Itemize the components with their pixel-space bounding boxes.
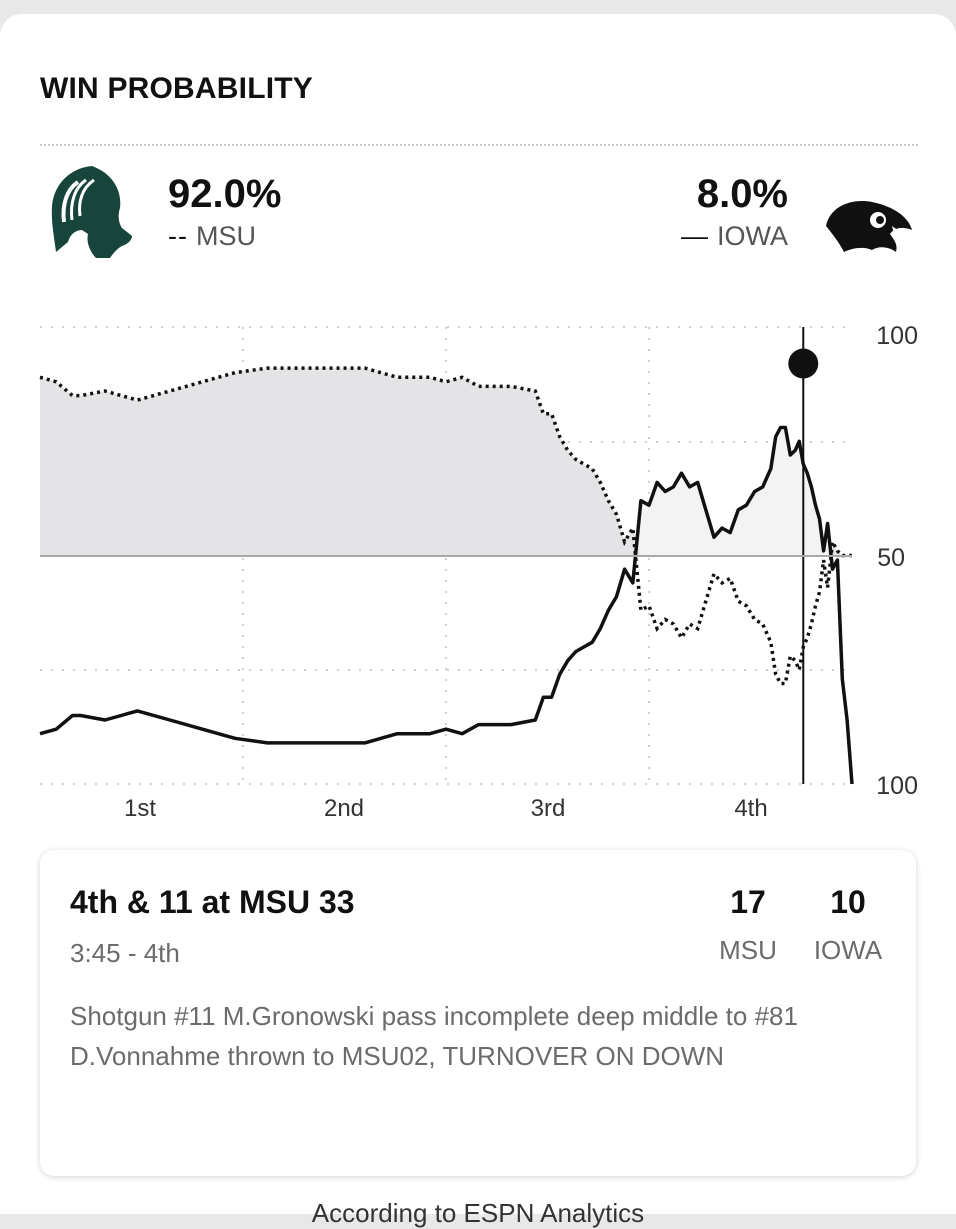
- section-title: WIN PROBABILITY: [40, 72, 313, 105]
- away-score-abbr: IOWA: [813, 935, 883, 965]
- y-tick-label: 100: [876, 772, 918, 800]
- down-and-distance: 4th & 11 at MSU 33: [70, 884, 355, 920]
- home-legend: -- MSU: [168, 221, 281, 252]
- game-clock: 3:45 - 4th: [70, 938, 180, 968]
- win-probability-chart: 100 50 100 1st 2nd 3rd 4th: [39, 322, 918, 822]
- spartan-helmet-icon: [51, 166, 132, 258]
- home-abbr: MSU: [195, 221, 256, 251]
- x-tick-label: 4th: [734, 795, 767, 822]
- x-tick-label: 3rd: [531, 795, 566, 822]
- away-team-block: 8.0% — IOWA: [672, 172, 788, 252]
- y-tick-label: 50: [877, 544, 905, 572]
- away-win-pct: 8.0%: [696, 172, 788, 216]
- home-team-block: 92.0% -- MSU: [168, 172, 281, 252]
- title-divider: [40, 144, 918, 146]
- solid-line-key: —: [681, 221, 709, 251]
- play-detail-card[interactable]: 4th & 11 at MSU 33 3:45 - 4th 17 MSU 10 …: [40, 850, 916, 1176]
- dotted-line-key: --: [168, 221, 188, 251]
- msu-series-line: [39, 366, 852, 686]
- hawkeye-icon: [826, 201, 912, 252]
- home-win-pct: 92.0%: [168, 172, 282, 216]
- away-score-block: 10 IOWA: [806, 884, 890, 966]
- current-play-marker-dot: [788, 348, 819, 379]
- win-probability-card: WIN PROBABILITY 92.0% -- MSU 8.0% — IOWA: [0, 14, 956, 1228]
- away-score: 10: [830, 884, 866, 920]
- iowa-series-line: [39, 425, 854, 785]
- msu-above-baseline-area: [40, 368, 852, 556]
- iowa-above-baseline-area: [40, 427, 852, 556]
- home-score-abbr: MSU: [719, 935, 777, 965]
- home-score-block: 17 MSU: [708, 884, 788, 966]
- footer-note: According to ESPN Analytics: [311, 1198, 645, 1228]
- x-tick-label: 2nd: [324, 795, 364, 822]
- home-score: 17: [730, 884, 766, 920]
- y-tick-label: 100: [876, 322, 918, 350]
- away-abbr: IOWA: [717, 221, 788, 251]
- play-description: Shotgun #11 M.Gronowski pass incomplete …: [70, 1001, 798, 1071]
- x-tick-label: 1st: [124, 795, 156, 822]
- away-legend: — IOWA: [672, 221, 788, 252]
